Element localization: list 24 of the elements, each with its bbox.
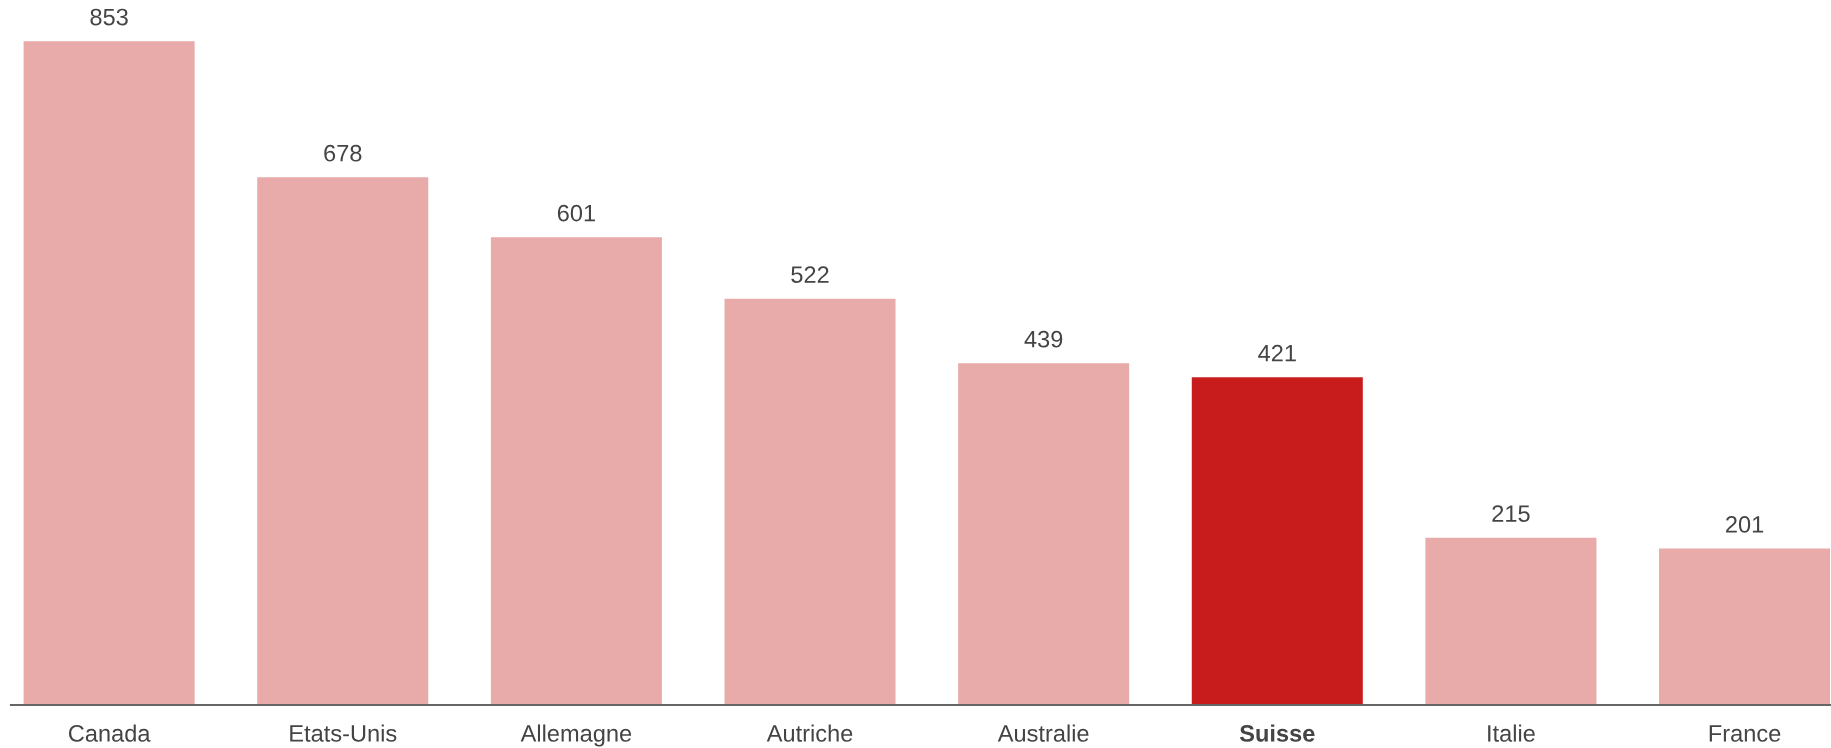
data-label: 201	[1726, 516, 1764, 533]
bar	[724, 298, 896, 705]
bar	[1425, 537, 1597, 705]
bar	[958, 363, 1130, 705]
data-label: 522	[791, 266, 829, 283]
x-tick-label: Autriche	[766, 724, 853, 742]
x-tick-label: Canada	[68, 724, 151, 742]
x-tick-label: Suisse	[1239, 724, 1315, 742]
data-label: 439	[1024, 330, 1063, 348]
data-label: 421	[1258, 344, 1296, 362]
bar	[490, 237, 662, 705]
x-tick-label: Italie	[1488, 724, 1535, 742]
x-tick-label: France	[1709, 725, 1781, 742]
bar	[1659, 548, 1831, 705]
data-label: 215	[1492, 505, 1530, 522]
x-tick-label: Australie	[997, 724, 1089, 742]
x-tick-label: Allemagne	[520, 724, 632, 747]
data-label: 678	[324, 144, 362, 162]
data-label: 853	[90, 8, 128, 26]
bar	[23, 41, 195, 705]
x-tick-label: Etats-Unis	[290, 724, 397, 742]
bar	[257, 177, 429, 705]
data-label: 601	[557, 204, 595, 222]
bar	[1191, 377, 1363, 705]
